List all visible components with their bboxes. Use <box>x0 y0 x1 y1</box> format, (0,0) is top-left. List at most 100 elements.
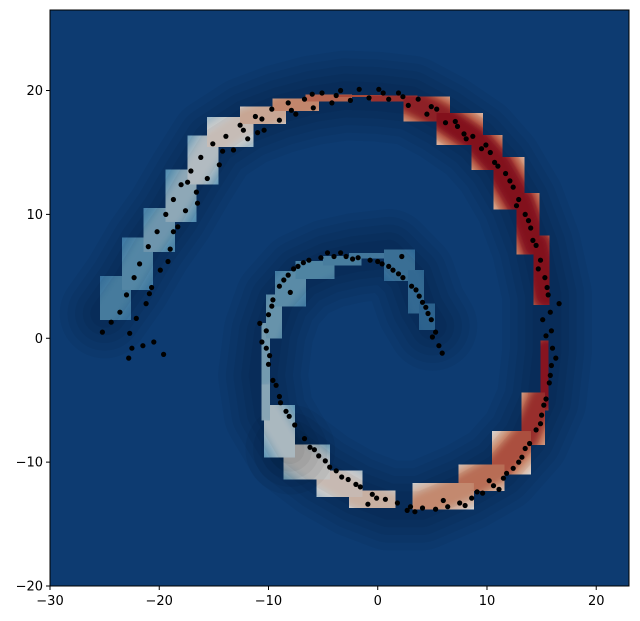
data-point <box>204 175 210 182</box>
data-point <box>318 255 324 261</box>
data-point <box>395 271 402 277</box>
data-point <box>291 266 297 272</box>
data-point <box>544 284 550 291</box>
data-point <box>516 459 522 465</box>
data-point <box>419 299 426 305</box>
data-point <box>285 272 291 278</box>
data-point <box>194 200 201 206</box>
data-point <box>478 146 485 152</box>
data-point <box>537 257 544 263</box>
data-point <box>143 301 149 307</box>
data-point <box>495 163 501 169</box>
data-point <box>376 86 382 92</box>
data-point <box>131 275 137 281</box>
outer-arm-contour-line <box>67 58 585 543</box>
data-point <box>522 211 528 217</box>
data-point <box>276 393 282 400</box>
data-point <box>541 402 547 408</box>
data-point <box>295 263 301 269</box>
data-points <box>99 86 562 515</box>
data-point <box>193 189 199 195</box>
data-point <box>454 123 461 129</box>
data-point <box>287 289 293 295</box>
data-point <box>170 196 176 203</box>
data-point <box>310 105 316 111</box>
data-point <box>382 496 388 502</box>
data-point <box>510 184 516 190</box>
data-point <box>522 445 528 452</box>
data-point <box>379 261 385 267</box>
data-point <box>433 506 439 512</box>
data-point <box>510 465 516 471</box>
data-point <box>210 141 216 147</box>
data-point <box>390 267 396 273</box>
data-point <box>395 90 402 96</box>
data-point <box>237 122 243 128</box>
data-point <box>405 102 411 108</box>
data-point <box>355 255 361 261</box>
data-point <box>267 353 273 359</box>
data-point <box>309 91 315 97</box>
data-point <box>261 127 267 133</box>
data-point <box>273 382 279 388</box>
x-tick-label: −10 <box>255 594 282 609</box>
data-point <box>263 328 269 334</box>
data-point <box>357 484 363 490</box>
data-point <box>263 345 269 351</box>
data-point <box>537 421 544 427</box>
data-point <box>269 106 275 112</box>
x-tick-label: 20 <box>588 594 605 609</box>
data-point <box>556 301 562 307</box>
data-point <box>322 458 328 464</box>
data-point <box>319 90 325 96</box>
data-point <box>553 355 559 361</box>
data-point <box>369 491 375 497</box>
data-point <box>375 258 381 265</box>
data-point <box>486 478 492 484</box>
data-point <box>230 147 237 153</box>
data-point <box>480 490 486 496</box>
data-point <box>345 476 351 483</box>
inner-arm-contour-line <box>218 209 478 495</box>
data-point <box>270 297 276 303</box>
data-point <box>407 504 414 510</box>
data-point <box>503 170 509 177</box>
data-point <box>548 362 555 369</box>
inner-arm-contour-line <box>241 232 455 472</box>
data-point <box>535 266 541 272</box>
data-point <box>436 343 442 349</box>
data-point <box>513 203 520 209</box>
data-point <box>400 275 406 281</box>
data-point <box>533 427 539 433</box>
data-point <box>220 148 226 154</box>
data-point <box>386 96 392 102</box>
data-point <box>474 489 480 495</box>
data-point <box>504 470 510 476</box>
data-point <box>140 343 146 349</box>
outer-arm-contour-line <box>75 65 577 536</box>
data-point <box>157 267 163 273</box>
data-point <box>281 277 287 283</box>
data-point <box>277 400 284 406</box>
data-point <box>286 413 292 419</box>
data-point <box>366 95 372 101</box>
data-point <box>333 92 339 99</box>
data-point <box>311 447 317 453</box>
data-point <box>163 211 169 217</box>
data-point <box>527 440 533 447</box>
data-point <box>343 253 349 260</box>
x-tick-label: −30 <box>36 594 63 609</box>
data-point <box>530 237 536 243</box>
data-point <box>252 113 258 120</box>
x-tick-label: 10 <box>479 594 496 609</box>
data-point <box>428 317 434 323</box>
data-point <box>469 495 475 501</box>
data-point <box>413 287 419 293</box>
data-point <box>301 96 308 102</box>
y-tick-label: −10 <box>16 456 43 471</box>
data-point <box>223 133 229 139</box>
data-point <box>276 283 282 289</box>
data-point <box>549 345 556 351</box>
data-point <box>399 253 405 260</box>
